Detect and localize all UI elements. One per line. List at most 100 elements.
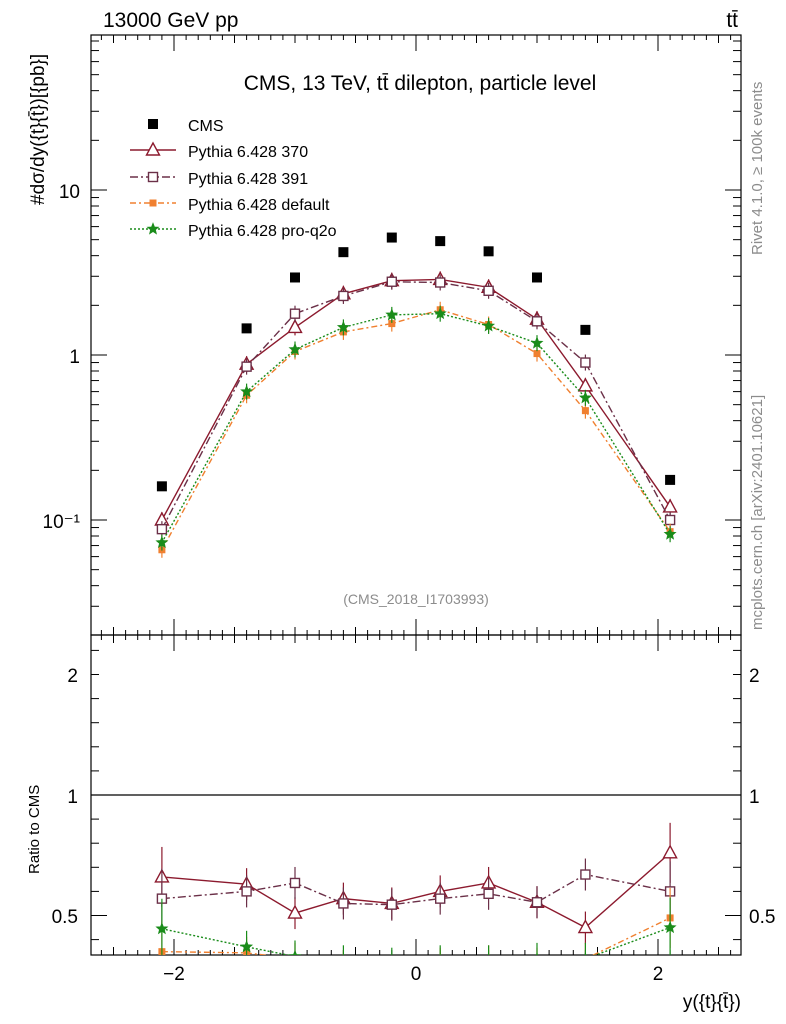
ratio-point	[662, 844, 678, 859]
ratio-line-2	[161, 873, 671, 906]
series-3	[158, 301, 674, 558]
ratio-point	[340, 963, 347, 970]
x-tick-label-0: 0	[411, 964, 422, 985]
data-point	[435, 277, 446, 288]
ratio-point	[287, 904, 303, 919]
series-2	[156, 273, 676, 538]
ratio-point	[580, 869, 591, 880]
data-point	[483, 246, 494, 257]
data-point	[241, 361, 252, 372]
ratio-point	[240, 939, 254, 953]
data-point	[338, 247, 349, 258]
data-point	[664, 514, 676, 526]
data-point	[532, 272, 542, 283]
ratio-point	[483, 888, 494, 900]
ratio-axis-title: Ratio to CMS	[26, 785, 43, 874]
x-axis-title: y({t}{t̄})	[683, 992, 741, 1013]
x-tick-label-2: 2	[653, 964, 664, 985]
data-point	[155, 535, 169, 549]
data-point	[287, 318, 303, 334]
data-point	[338, 290, 349, 302]
legend-marker-3	[149, 199, 157, 207]
data-point	[336, 320, 350, 333]
legend-marker-2	[147, 171, 159, 183]
ratio-point	[292, 955, 299, 962]
legend-marker-1	[145, 141, 161, 156]
data-point	[663, 527, 677, 540]
ratio-point	[289, 877, 301, 889]
series-1	[154, 270, 678, 528]
legend-label-default: Pythia 6.428 default	[188, 197, 330, 214]
data-point	[435, 236, 446, 247]
ratio-point	[435, 893, 446, 904]
ratio-tick-labels: 2 1 0.5 2 1 0.5	[52, 666, 776, 928]
ratio-point	[584, 952, 587, 955]
process-label: tt̄	[726, 9, 738, 32]
data-point	[386, 276, 397, 287]
ratio-point	[663, 920, 677, 934]
data-point	[578, 390, 592, 404]
ratio-point	[241, 886, 252, 897]
ratio-point	[388, 967, 395, 974]
data-point	[482, 319, 496, 332]
data-point	[530, 336, 544, 349]
series-line-3	[161, 309, 671, 551]
ratio-tick-label-right-2: 2	[749, 666, 760, 687]
ratio-series-4	[155, 897, 677, 955]
ratio-point	[343, 954, 344, 955]
ratio-tick-label-2: 2	[67, 666, 78, 687]
data-point	[533, 350, 541, 358]
data-point	[662, 498, 678, 513]
mcplots-label: mcplots.cern.ch [arXiv:2401.10621]	[749, 395, 766, 630]
data-point	[483, 285, 494, 296]
energy-label: 13000 GeV pp	[103, 9, 238, 32]
y-axis-title: #dσ/dy({t}{t̄})[{pb}]	[28, 54, 49, 205]
series-0	[156, 232, 676, 492]
data-point	[288, 342, 302, 355]
legend-marker-0	[148, 119, 158, 129]
legend-label-cms: CMS	[188, 118, 224, 135]
legend: CMS Pythia 6.428 370 Pythia 6.428 391 Py…	[130, 118, 337, 240]
ratio-point	[338, 898, 349, 909]
data-point	[156, 523, 168, 535]
x-tick-labels: −2 0 2	[163, 964, 663, 985]
ratio-point	[288, 949, 302, 955]
data-point	[580, 357, 591, 368]
series-line-2	[161, 281, 671, 530]
ratio-point	[577, 919, 594, 934]
ratio-point	[535, 952, 539, 955]
ratio-tick-label-right-1: 1	[749, 787, 760, 808]
y-tick-label-1: 1	[69, 347, 80, 368]
data-point	[290, 272, 300, 283]
y-tick-label-10: 10	[59, 182, 80, 203]
data-point	[581, 407, 589, 415]
ratio-point	[582, 955, 589, 962]
ratio-point	[488, 954, 489, 955]
series-4	[155, 305, 677, 551]
ratio-series	[154, 822, 678, 974]
data-point	[385, 308, 399, 321]
data-point	[241, 323, 252, 334]
rivet-version-label: Rivet 4.1.0, ≥ 100k events	[749, 82, 766, 255]
ratio-tick-label-1: 1	[67, 787, 78, 808]
plot-title: CMS, 13 TeV, tt̄ dilepton, particle leve…	[244, 72, 597, 95]
legend-symbols	[130, 119, 176, 235]
data-point	[386, 232, 397, 243]
ratio-point	[485, 958, 492, 965]
ratio-point	[531, 897, 543, 908]
data-point	[433, 306, 447, 320]
ratio-point	[386, 899, 397, 910]
ratio-tick-label-0.5: 0.5	[52, 907, 78, 928]
data-point	[240, 384, 254, 398]
y-tick-label-0.1: 10⁻¹	[43, 512, 81, 533]
data-point	[388, 320, 396, 328]
main-series	[154, 232, 678, 558]
legend-label-pro-q2o: Pythia 6.428 pro-q2o	[188, 223, 337, 240]
analysis-tag: (CMS_2018_I1703993)	[343, 591, 489, 607]
legend-label-391: Pythia 6.428 391	[188, 171, 308, 188]
ratio-point	[534, 960, 541, 967]
data-point	[531, 316, 543, 327]
data-point	[289, 308, 301, 319]
data-point	[665, 474, 676, 485]
